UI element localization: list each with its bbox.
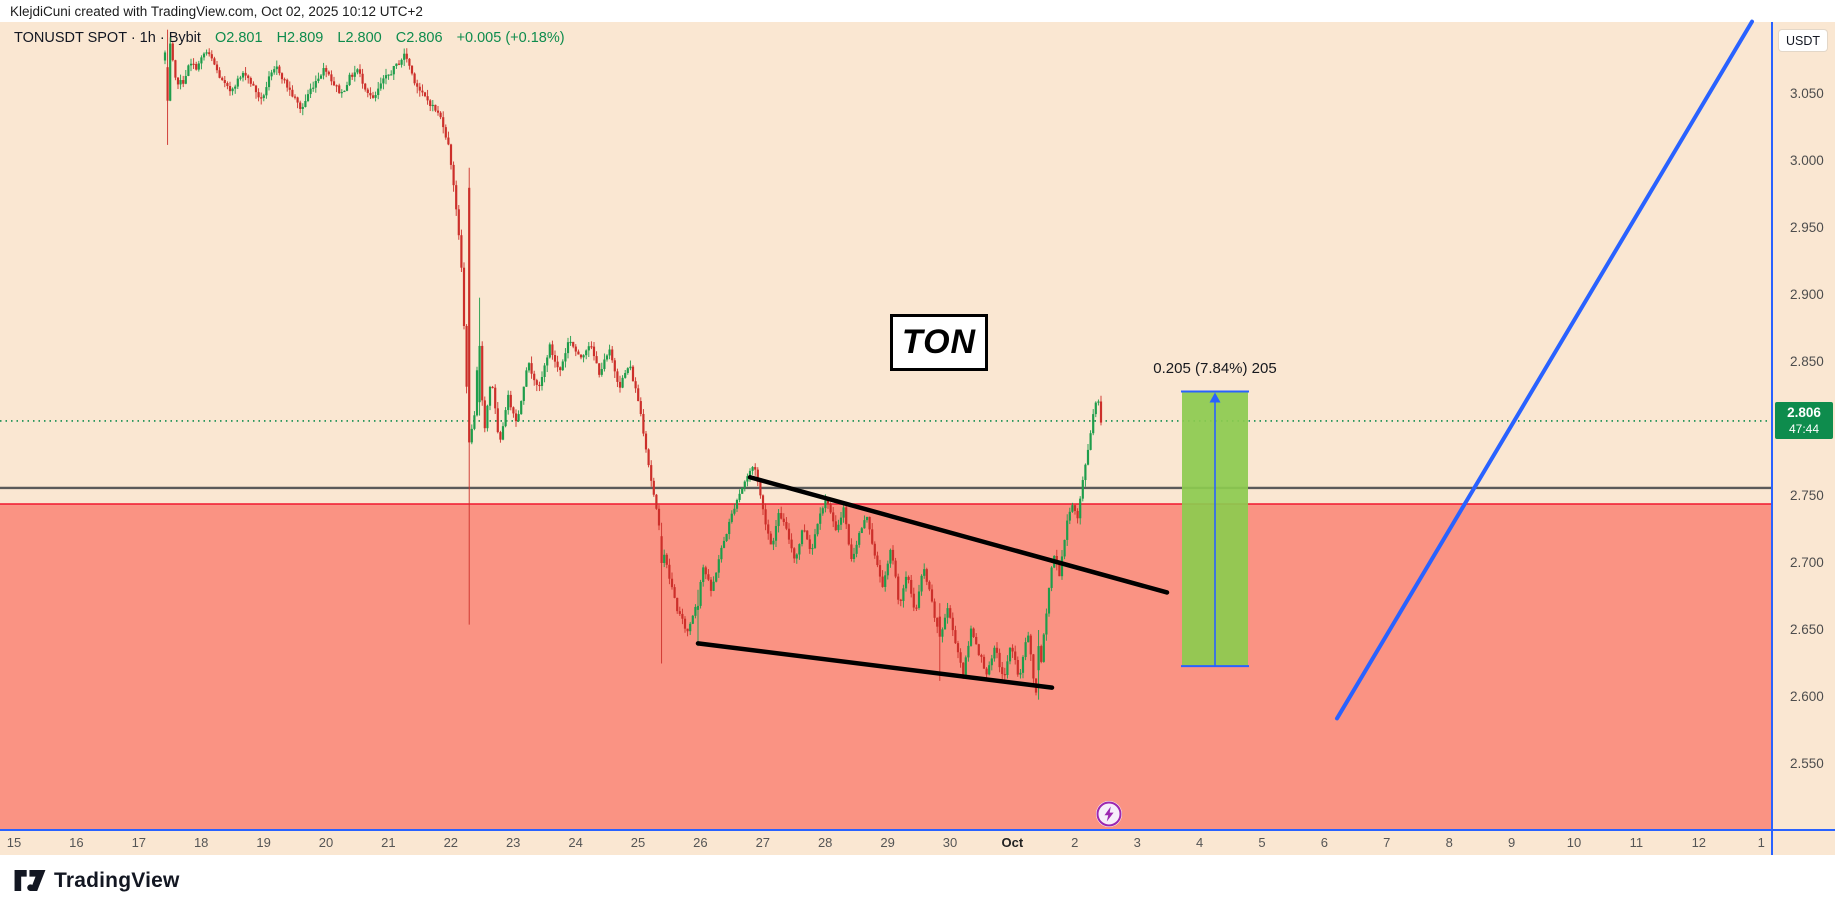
time-tick-label: 28 (817, 835, 833, 850)
time-tick-label: 30 (942, 835, 958, 850)
price-tick-label: 2.650 (1790, 622, 1824, 637)
time-tick-label: 4 (1195, 835, 1204, 850)
ton-text-callout[interactable]: TON (890, 314, 988, 371)
legend-low: L2.800 (337, 30, 382, 46)
measured-move-arrow-head (1209, 392, 1221, 403)
symbol-legend[interactable]: TONUSDT SPOT · 1h · Bybit O2.801 H2.809 … (14, 30, 565, 46)
time-tick-label: 25 (630, 835, 646, 850)
time-tick-label: 12 (1691, 835, 1707, 850)
legend-high: H2.809 (276, 30, 324, 46)
price-tick-label: 3.000 (1790, 153, 1824, 168)
price-tick-label: 2.850 (1790, 354, 1824, 369)
time-tick-label: 10 (1566, 835, 1582, 850)
wedge-lower-trendline[interactable] (695, 641, 1055, 690)
time-tick-label: 8 (1445, 835, 1453, 850)
time-tick-label: 9 (1507, 835, 1516, 850)
time-tick-label: 18 (193, 835, 209, 850)
time-tick-label: 11 (1629, 835, 1644, 850)
time-axis-border (0, 829, 1835, 831)
price-tick-label: 2.700 (1790, 555, 1824, 570)
attribution-text: KlejdiCuni created with TradingView.com,… (10, 4, 423, 19)
time-tick-label: 22 (443, 835, 459, 850)
tradingview-mark-icon (14, 870, 46, 891)
time-tick-label: 27 (755, 835, 771, 850)
time-tick-label: 26 (693, 835, 708, 850)
flash-boost-button[interactable] (1095, 800, 1123, 828)
time-tick-label: 24 (568, 835, 583, 850)
time-tick-label: 17 (131, 835, 147, 850)
legend-change: +0.005 (+0.18%) (456, 30, 565, 46)
time-tick-label: Oct (1001, 835, 1024, 850)
time-tick-label: 3 (1133, 835, 1141, 850)
time-tick-label: 23 (505, 835, 521, 850)
time-axis[interactable]: 15 16 17 18 19 20 21 22 23 24 25 26 27 28 29 30 Oct 2 3 4 5 6… (0, 831, 1835, 855)
ton-label: TON (901, 323, 977, 361)
time-tick-label: 1 (1757, 835, 1765, 850)
price-axis-border (1771, 22, 1773, 855)
currency-chip[interactable]: USDT (1779, 30, 1827, 51)
tradingview-footer-logo[interactable]: TradingView (14, 867, 180, 894)
currency-label: USDT (1785, 33, 1821, 48)
last-price-value: 2.806 (1787, 405, 1821, 421)
time-tick-label: 16 (69, 835, 84, 850)
lightning-icon (1104, 806, 1114, 822)
price-tick-label: 2.950 (1790, 220, 1824, 235)
price-tick-label: 2.750 (1790, 488, 1824, 503)
time-tick-label: 15 (6, 835, 22, 850)
time-tick-label: 6 (1320, 835, 1328, 850)
legend-close: C2.806 (395, 30, 443, 46)
price-axis[interactable]: USDT 3.050 3.000 2.950 2.900 2.850 2.750 2.700… (1773, 22, 1835, 855)
legend-open: O2.801 (214, 30, 263, 46)
last-price-badge: 2.806 47:44 (1775, 402, 1833, 440)
time-tick-label: 2 (1071, 835, 1079, 850)
wedge-upper-trendline[interactable] (747, 474, 1170, 595)
time-tick-label: 20 (318, 835, 334, 850)
price-tick-label: 2.600 (1790, 689, 1824, 704)
tradingview-wordmark: TradingView (54, 868, 180, 892)
bar-countdown: 47:44 (1788, 421, 1820, 436)
time-tick-label: 19 (256, 835, 271, 850)
blue-projection-trendline[interactable] (1335, 19, 1754, 721)
legend-symbol: TONUSDT SPOT · 1h · Bybit (14, 30, 201, 46)
price-tick-label: 2.900 (1790, 287, 1824, 302)
time-tick-label: 29 (880, 835, 895, 850)
time-tick-label: 21 (381, 835, 396, 850)
price-range-label[interactable]: 0.205 (7.84%) 205 (1153, 360, 1277, 377)
price-tick-label: 2.550 (1790, 756, 1824, 771)
candles-group (163, 29, 1103, 700)
time-tick-label: 7 (1383, 835, 1391, 850)
time-tick-label: 5 (1258, 835, 1266, 850)
price-tick-label: 3.050 (1790, 86, 1824, 101)
